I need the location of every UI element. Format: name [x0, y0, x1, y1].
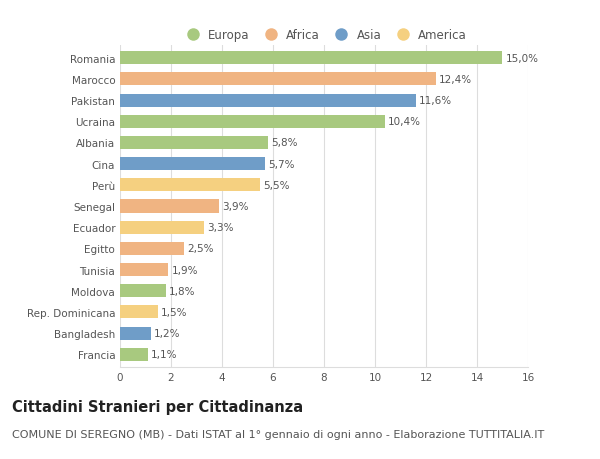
Text: Cittadini Stranieri per Cittadinanza: Cittadini Stranieri per Cittadinanza: [12, 399, 303, 414]
Bar: [120, 73, 436, 86]
Text: 2,5%: 2,5%: [187, 244, 214, 254]
Text: 5,8%: 5,8%: [271, 138, 298, 148]
Bar: [120, 200, 220, 213]
Legend: Europa, Africa, Asia, America: Europa, Africa, Asia, America: [176, 24, 472, 47]
Text: 5,5%: 5,5%: [263, 180, 290, 190]
Text: 12,4%: 12,4%: [439, 75, 472, 85]
Text: 5,7%: 5,7%: [268, 159, 295, 169]
Text: 15,0%: 15,0%: [506, 54, 539, 64]
Bar: [120, 263, 169, 276]
Bar: [120, 327, 151, 340]
Text: 10,4%: 10,4%: [388, 117, 421, 127]
Text: 3,3%: 3,3%: [207, 223, 234, 233]
Bar: [120, 116, 385, 129]
Bar: [120, 137, 268, 150]
Bar: [120, 221, 204, 234]
Bar: [120, 179, 260, 192]
Text: 11,6%: 11,6%: [419, 96, 452, 106]
Text: 1,1%: 1,1%: [151, 349, 178, 359]
Text: 3,9%: 3,9%: [223, 202, 249, 212]
Bar: [120, 52, 502, 65]
Bar: [120, 348, 148, 361]
Bar: [120, 94, 416, 107]
Text: 1,8%: 1,8%: [169, 286, 196, 296]
Bar: [120, 306, 158, 319]
Text: 1,5%: 1,5%: [161, 307, 188, 317]
Text: 1,2%: 1,2%: [154, 328, 180, 338]
Text: 1,9%: 1,9%: [172, 265, 198, 275]
Text: COMUNE DI SEREGNO (MB) - Dati ISTAT al 1° gennaio di ogni anno - Elaborazione TU: COMUNE DI SEREGNO (MB) - Dati ISTAT al 1…: [12, 429, 544, 439]
Bar: [120, 158, 265, 171]
Bar: [120, 285, 166, 297]
Bar: [120, 242, 184, 255]
